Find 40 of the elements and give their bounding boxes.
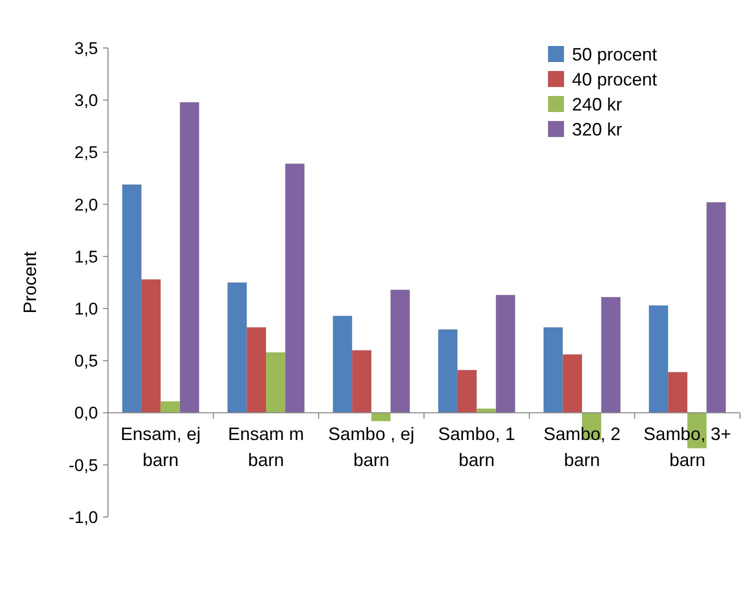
bar [122, 184, 142, 413]
bar [438, 329, 458, 413]
y-tick-label: -1,0 [68, 508, 98, 527]
x-tick-label: Sambo , ej barn [328, 424, 414, 470]
legend-label: 50 procent [572, 44, 658, 64]
bar [160, 401, 180, 413]
legend-label: 40 procent [572, 69, 658, 90]
bar [180, 102, 200, 413]
bar [266, 352, 286, 413]
y-tick-label: 3,0 [74, 91, 98, 110]
bar [457, 370, 477, 413]
bar [285, 164, 304, 413]
y-tick-label: 1,5 [74, 247, 98, 266]
y-tick-label: 2,0 [74, 195, 98, 214]
bar [601, 297, 620, 413]
bar [390, 290, 410, 413]
x-tick-label: Ensam, ej barn [120, 424, 201, 470]
bar [352, 350, 372, 413]
bar [544, 327, 563, 413]
legend-label: 240 kr [572, 94, 622, 114]
bar [706, 202, 726, 413]
x-tick-label: Sambo, 1 barn [438, 424, 516, 470]
y-tick-label: 2,5 [74, 143, 98, 162]
bar [332, 316, 352, 413]
bar [562, 354, 582, 413]
bar [668, 372, 688, 413]
x-tick-label: Ensam m barn [228, 424, 304, 470]
bar [228, 282, 247, 413]
y-tick-label: 1,0 [74, 300, 98, 319]
y-tick-label: 3,5 [74, 38, 98, 58]
bar [496, 295, 516, 413]
bar [648, 305, 668, 413]
bar [476, 408, 496, 413]
legend-label: 320 kr [572, 119, 622, 140]
y-axis-title: Procent [20, 251, 40, 314]
bar [246, 327, 266, 413]
y-tick-label: -0,5 [68, 456, 98, 475]
y-tick-label: 0,0 [74, 404, 98, 423]
bar [141, 279, 161, 413]
y-tick-label: 0,5 [74, 352, 98, 371]
